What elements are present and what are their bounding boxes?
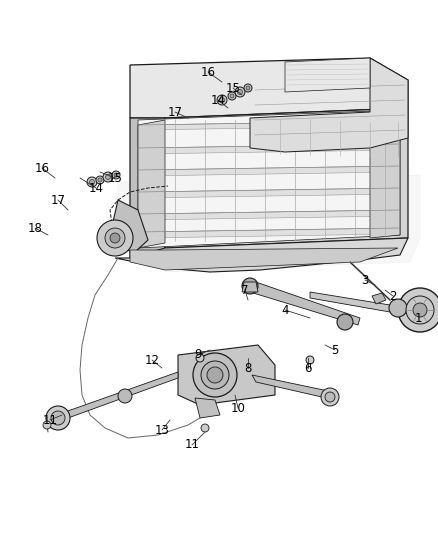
Circle shape: [246, 86, 250, 90]
Text: 8: 8: [244, 361, 252, 375]
Polygon shape: [138, 110, 400, 248]
Circle shape: [244, 84, 252, 92]
Text: 12: 12: [145, 353, 159, 367]
Text: 9: 9: [194, 349, 202, 361]
Polygon shape: [242, 282, 258, 292]
Polygon shape: [138, 120, 165, 248]
Text: 15: 15: [226, 82, 240, 94]
Text: 15: 15: [108, 172, 123, 184]
Circle shape: [406, 296, 434, 324]
Circle shape: [237, 90, 243, 94]
Text: 14: 14: [88, 182, 103, 195]
Circle shape: [106, 174, 110, 180]
Circle shape: [398, 288, 438, 332]
Text: 4: 4: [281, 303, 289, 317]
Polygon shape: [250, 58, 408, 152]
Polygon shape: [285, 58, 370, 92]
Polygon shape: [138, 188, 400, 198]
Text: 2: 2: [389, 289, 397, 303]
Circle shape: [118, 389, 132, 403]
Circle shape: [89, 180, 95, 184]
Polygon shape: [245, 280, 360, 325]
Circle shape: [112, 171, 120, 179]
Circle shape: [219, 98, 225, 102]
Text: 14: 14: [211, 93, 226, 107]
Polygon shape: [138, 228, 400, 238]
Polygon shape: [138, 166, 400, 176]
Text: 18: 18: [28, 222, 42, 235]
Circle shape: [87, 177, 97, 187]
Text: 16: 16: [35, 161, 49, 174]
Text: 17: 17: [167, 106, 183, 118]
Circle shape: [110, 233, 120, 243]
Circle shape: [242, 278, 258, 294]
Polygon shape: [178, 345, 275, 405]
Circle shape: [114, 173, 118, 177]
Text: 17: 17: [50, 193, 66, 206]
Circle shape: [43, 421, 51, 429]
Polygon shape: [138, 144, 400, 154]
Text: 11: 11: [42, 414, 57, 426]
Text: 7: 7: [241, 284, 249, 296]
Polygon shape: [252, 375, 338, 400]
Text: 16: 16: [201, 66, 215, 78]
Polygon shape: [195, 398, 220, 418]
Text: 10: 10: [230, 401, 245, 415]
Circle shape: [228, 92, 236, 100]
Polygon shape: [130, 248, 398, 270]
Polygon shape: [65, 372, 178, 418]
Circle shape: [389, 299, 407, 317]
Circle shape: [46, 406, 70, 430]
Polygon shape: [372, 293, 386, 304]
Circle shape: [97, 220, 133, 256]
Circle shape: [337, 314, 353, 330]
Text: 1: 1: [414, 311, 422, 325]
Circle shape: [230, 94, 234, 98]
Polygon shape: [370, 110, 400, 238]
Circle shape: [103, 172, 113, 182]
Circle shape: [235, 87, 245, 97]
Polygon shape: [118, 175, 420, 272]
Polygon shape: [165, 108, 408, 248]
Polygon shape: [130, 118, 165, 268]
Circle shape: [207, 367, 223, 383]
Circle shape: [105, 228, 125, 248]
Polygon shape: [138, 210, 400, 220]
Text: 5: 5: [331, 343, 339, 357]
Circle shape: [201, 361, 229, 389]
Circle shape: [413, 303, 427, 317]
Circle shape: [98, 178, 102, 182]
Circle shape: [306, 356, 314, 364]
Circle shape: [325, 392, 335, 402]
Circle shape: [96, 176, 104, 184]
Circle shape: [217, 95, 227, 105]
Text: 11: 11: [184, 439, 199, 451]
Polygon shape: [138, 121, 400, 130]
Polygon shape: [110, 200, 148, 252]
Circle shape: [196, 354, 204, 362]
Text: 13: 13: [155, 424, 170, 437]
Polygon shape: [310, 292, 400, 316]
Text: 3: 3: [361, 273, 369, 287]
Text: 6: 6: [304, 361, 312, 375]
Circle shape: [321, 388, 339, 406]
Polygon shape: [115, 238, 408, 272]
Circle shape: [51, 411, 65, 425]
Polygon shape: [130, 58, 408, 118]
Circle shape: [193, 353, 237, 397]
Circle shape: [201, 424, 209, 432]
